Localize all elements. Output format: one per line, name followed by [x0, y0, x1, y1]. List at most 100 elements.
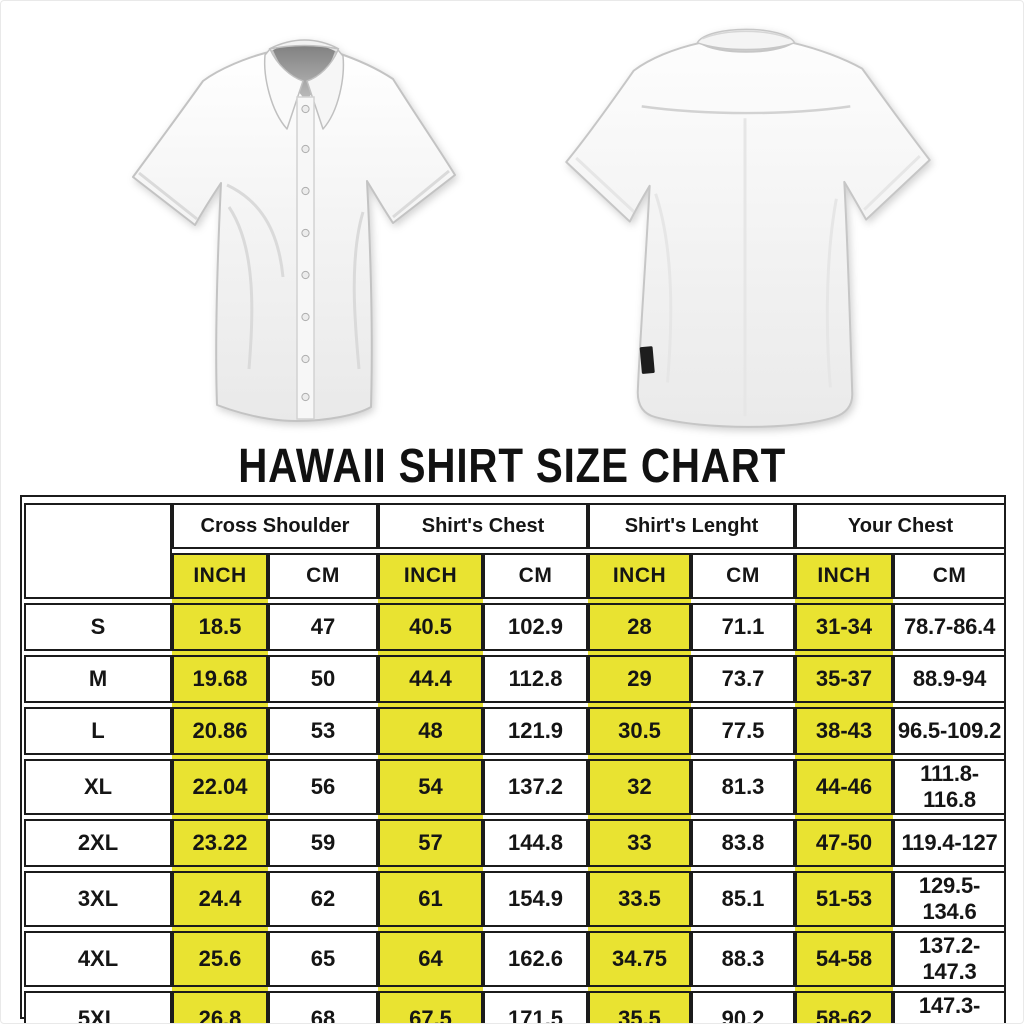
- cell-sc-cm: 144.8: [483, 819, 589, 867]
- cell-sl-inch: 34.75: [588, 931, 692, 987]
- cell-sl-inch: 33: [588, 819, 692, 867]
- size-label: L: [24, 707, 172, 755]
- cell-yc-cm: 111.8-116.8: [893, 759, 1007, 815]
- unit-header-cm: CM: [268, 553, 379, 599]
- cell-sc-cm: 154.9: [483, 871, 589, 927]
- cell-cs-cm: 47: [268, 603, 379, 651]
- cell-sl-cm: 73.7: [691, 655, 796, 703]
- cell-yc-inch: 47-50: [795, 819, 894, 867]
- cell-sc-inch: 57: [378, 819, 484, 867]
- table-row-2xl: 2XL 23.22 59 57 144.8 33 83.8 47-50 119.…: [24, 819, 1007, 867]
- cell-yc-inch: 38-43: [795, 707, 894, 755]
- cell-yc-cm: 78.7-86.4: [893, 603, 1007, 651]
- unit-header-cm: CM: [483, 553, 589, 599]
- unit-header-inch: INCH: [172, 553, 268, 599]
- col-group-shirts-lenght: Shirt's Lenght: [588, 503, 796, 549]
- cell-sc-cm: 102.9: [483, 603, 589, 651]
- cell-cs-inch: 19.68: [172, 655, 268, 703]
- cell-cs-cm: 59: [268, 819, 379, 867]
- page-title: HAWAII SHIRT SIZE CHART: [238, 440, 786, 493]
- cell-cs-inch: 23.22: [172, 819, 268, 867]
- cell-cs-cm: 56: [268, 759, 379, 815]
- cell-cs-cm: 50: [268, 655, 379, 703]
- group-header-row: Cross Shoulder Shirt's Chest Shirt's Len…: [24, 503, 1007, 599]
- cell-cs-cm: 65: [268, 931, 379, 987]
- cell-sc-cm: 121.9: [483, 707, 589, 755]
- size-label: S: [24, 603, 172, 651]
- table-row-l: L 20.86 53 48 121.9 30.5 77.5 38-43 96.5…: [24, 707, 1007, 755]
- cell-yc-cm: 96.5-109.2: [893, 707, 1007, 755]
- cell-yc-cm: 147.3-157.5: [893, 991, 1007, 1023]
- cell-sc-cm: 112.8: [483, 655, 589, 703]
- cell-yc-inch: 58-62: [795, 991, 894, 1023]
- size-label: 2XL: [24, 819, 172, 867]
- cell-sl-inch: 35.5: [588, 991, 692, 1023]
- cell-sc-inch: 48: [378, 707, 484, 755]
- unit-header-row: INCH CM INCH CM INCH CM INCH CM: [24, 553, 1007, 599]
- cell-yc-cm: 88.9-94: [893, 655, 1007, 703]
- hem-tag: [639, 346, 655, 374]
- shirt-front-image: [132, 39, 456, 422]
- cell-cs-cm: 62: [268, 871, 379, 927]
- cell-yc-inch: 44-46: [795, 759, 894, 815]
- cell-sl-cm: 88.3: [691, 931, 796, 987]
- cell-yc-inch: 35-37: [795, 655, 894, 703]
- cell-yc-inch: 31-34: [795, 603, 894, 651]
- cell-yc-cm: 119.4-127: [893, 819, 1007, 867]
- cell-cs-inch: 26.8: [172, 991, 268, 1023]
- col-group-your-chest: Your Chest: [795, 503, 1007, 549]
- cell-sl-cm: 83.8: [691, 819, 796, 867]
- size-table: Cross Shoulder Shirt's Chest Shirt's Len…: [20, 495, 1007, 1023]
- cell-cs-cm: 53: [268, 707, 379, 755]
- unit-header-cm: CM: [893, 553, 1007, 599]
- cell-yc-cm: 137.2-147.3: [893, 931, 1007, 987]
- cell-cs-cm: 68: [268, 991, 379, 1023]
- cell-cs-inch: 25.6: [172, 931, 268, 987]
- cell-sc-inch: 67.5: [378, 991, 484, 1023]
- size-label: M: [24, 655, 172, 703]
- cell-yc-inch: 51-53: [795, 871, 894, 927]
- table-row-s: S 18.5 47 40.5 102.9 28 71.1 31-34 78.7-…: [24, 603, 1007, 651]
- cell-sl-inch: 32: [588, 759, 692, 815]
- cell-sc-inch: 40.5: [378, 603, 484, 651]
- cell-sc-cm: 137.2: [483, 759, 589, 815]
- cell-sl-inch: 28: [588, 603, 692, 651]
- cell-sc-inch: 54: [378, 759, 484, 815]
- cell-sc-inch: 61: [378, 871, 484, 927]
- table-row-3xl: 3XL 24.4 62 61 154.9 33.5 85.1 51-53 129…: [24, 871, 1007, 927]
- cell-cs-inch: 22.04: [172, 759, 268, 815]
- cell-yc-cm: 129.5-134.6: [893, 871, 1007, 927]
- cell-sl-cm: 90.2: [691, 991, 796, 1023]
- table-row-xl: XL 22.04 56 54 137.2 32 81.3 44-46 111.8…: [24, 759, 1007, 815]
- size-table-grid: Cross Shoulder Shirt's Chest Shirt's Len…: [24, 499, 1007, 1023]
- size-label: 3XL: [24, 871, 172, 927]
- cell-sc-cm: 171.5: [483, 991, 589, 1023]
- unit-header-cm: CM: [691, 553, 796, 599]
- cell-sc-inch: 64: [378, 931, 484, 987]
- size-label: 5XL: [24, 991, 172, 1023]
- size-label: 4XL: [24, 931, 172, 987]
- cell-sl-cm: 77.5: [691, 707, 796, 755]
- cell-sl-cm: 85.1: [691, 871, 796, 927]
- unit-header-inch: INCH: [378, 553, 484, 599]
- cell-cs-inch: 24.4: [172, 871, 268, 927]
- cell-sl-cm: 81.3: [691, 759, 796, 815]
- table-row-4xl: 4XL 25.6 65 64 162.6 34.75 88.3 54-58 13…: [24, 931, 1007, 987]
- unit-header-inch: INCH: [795, 553, 894, 599]
- unit-header-inch: INCH: [588, 553, 692, 599]
- cell-sc-cm: 162.6: [483, 931, 589, 987]
- col-group-shirts-chest: Shirt's Chest: [378, 503, 589, 549]
- cell-sl-inch: 30.5: [588, 707, 692, 755]
- cell-sl-cm: 71.1: [691, 603, 796, 651]
- col-group-cross-shoulder: Cross Shoulder: [172, 503, 379, 549]
- cell-sl-inch: 29: [588, 655, 692, 703]
- shirt-back-image: [565, 28, 931, 428]
- table-row-5xl: 5XL 26.8 68 67.5 171.5 35.5 90.2 58-62 1…: [24, 991, 1007, 1023]
- cell-yc-inch: 54-58: [795, 931, 894, 987]
- cell-cs-inch: 20.86: [172, 707, 268, 755]
- table-row-m: M 19.68 50 44.4 112.8 29 73.7 35-37 88.9…: [24, 655, 1007, 703]
- cell-sl-inch: 33.5: [588, 871, 692, 927]
- cell-cs-inch: 18.5: [172, 603, 268, 651]
- size-label: XL: [24, 759, 172, 815]
